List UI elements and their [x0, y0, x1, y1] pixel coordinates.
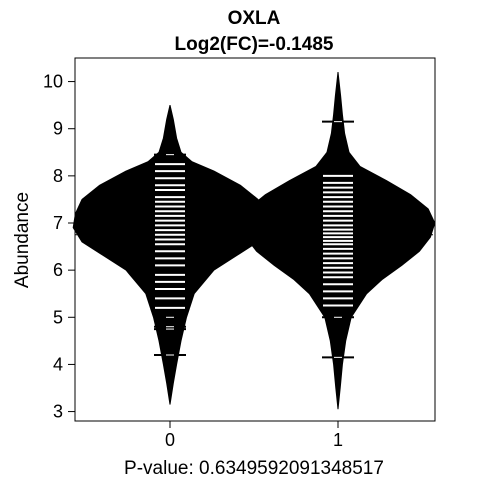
- plot-frame: [74, 57, 436, 422]
- y-axis-label: Abundance: [12, 192, 33, 288]
- chart-title: OXLA: [228, 8, 281, 29]
- y-tick-label: 3: [53, 402, 63, 422]
- y-tick-label: 9: [53, 119, 63, 139]
- y-tick-label: 7: [53, 213, 63, 233]
- y-tick-label: 10: [43, 72, 63, 92]
- x-tick-label: 0: [165, 430, 175, 450]
- chart-subtitle: Log2(FC)=-0.1485: [175, 34, 334, 55]
- x-axis-label: P-value: 0.6349592091348517: [124, 458, 384, 479]
- y-tick-label: 5: [53, 307, 63, 327]
- x-tick-label: 1: [333, 430, 343, 450]
- y-axis: 3 4 5 6 7 8 9 10: [43, 72, 75, 422]
- beans-layer: [72, 72, 436, 410]
- y-tick-label: 6: [53, 260, 63, 280]
- y-tick-label: 4: [53, 354, 63, 374]
- y-tick-label: 8: [53, 166, 63, 186]
- bean-shape-group-0: [72, 104, 268, 405]
